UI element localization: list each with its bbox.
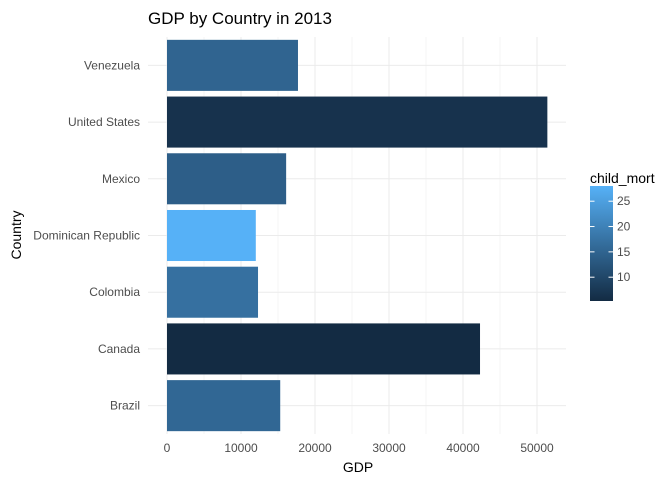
legend-ticks: 10 15 20 25 bbox=[590, 194, 631, 284]
bar-venezuela bbox=[167, 39, 298, 91]
x-tick-label: 0 bbox=[164, 441, 171, 455]
legend-tick-label: 25 bbox=[617, 194, 631, 208]
legend-tick-label: 10 bbox=[617, 270, 631, 284]
bar-canada bbox=[167, 323, 481, 375]
bar-dominican-republic bbox=[167, 209, 256, 262]
bars bbox=[167, 39, 548, 432]
bar-mexico bbox=[167, 153, 287, 205]
x-tick-label: 40000 bbox=[446, 441, 480, 455]
bar-colombia bbox=[167, 266, 259, 318]
bar-united-states bbox=[167, 96, 548, 148]
y-tick-label: Canada bbox=[98, 342, 140, 356]
y-axis-ticks: Brazil Canada Colombia Dominican Republic Me… bbox=[33, 58, 140, 412]
x-axis-title: GDP bbox=[343, 459, 373, 475]
x-axis-ticks: 0 10000 20000 30000 40000 50000 bbox=[164, 441, 554, 455]
color-legend: child_mort 10 15 20 25 bbox=[590, 170, 655, 301]
legend-tick-label: 20 bbox=[617, 220, 631, 234]
y-tick-label: United States bbox=[68, 115, 140, 129]
y-tick-label: Venezuela bbox=[84, 58, 140, 72]
y-axis-title: Country bbox=[8, 210, 24, 259]
x-tick-label: 50000 bbox=[520, 441, 554, 455]
bar-brazil bbox=[167, 380, 281, 432]
legend-title: child_mort bbox=[590, 170, 655, 186]
x-tick-label: 20000 bbox=[298, 441, 332, 455]
legend-tick-label: 15 bbox=[617, 245, 631, 259]
x-tick-label: 30000 bbox=[372, 441, 406, 455]
y-tick-label: Colombia bbox=[89, 285, 140, 299]
legend-colorbar bbox=[590, 186, 613, 301]
y-tick-label: Mexico bbox=[102, 172, 140, 186]
y-tick-label: Brazil bbox=[110, 399, 140, 413]
x-tick-label: 10000 bbox=[224, 441, 258, 455]
chart-title: GDP by Country in 2013 bbox=[148, 9, 332, 28]
y-tick-label: Dominican Republic bbox=[33, 229, 140, 243]
